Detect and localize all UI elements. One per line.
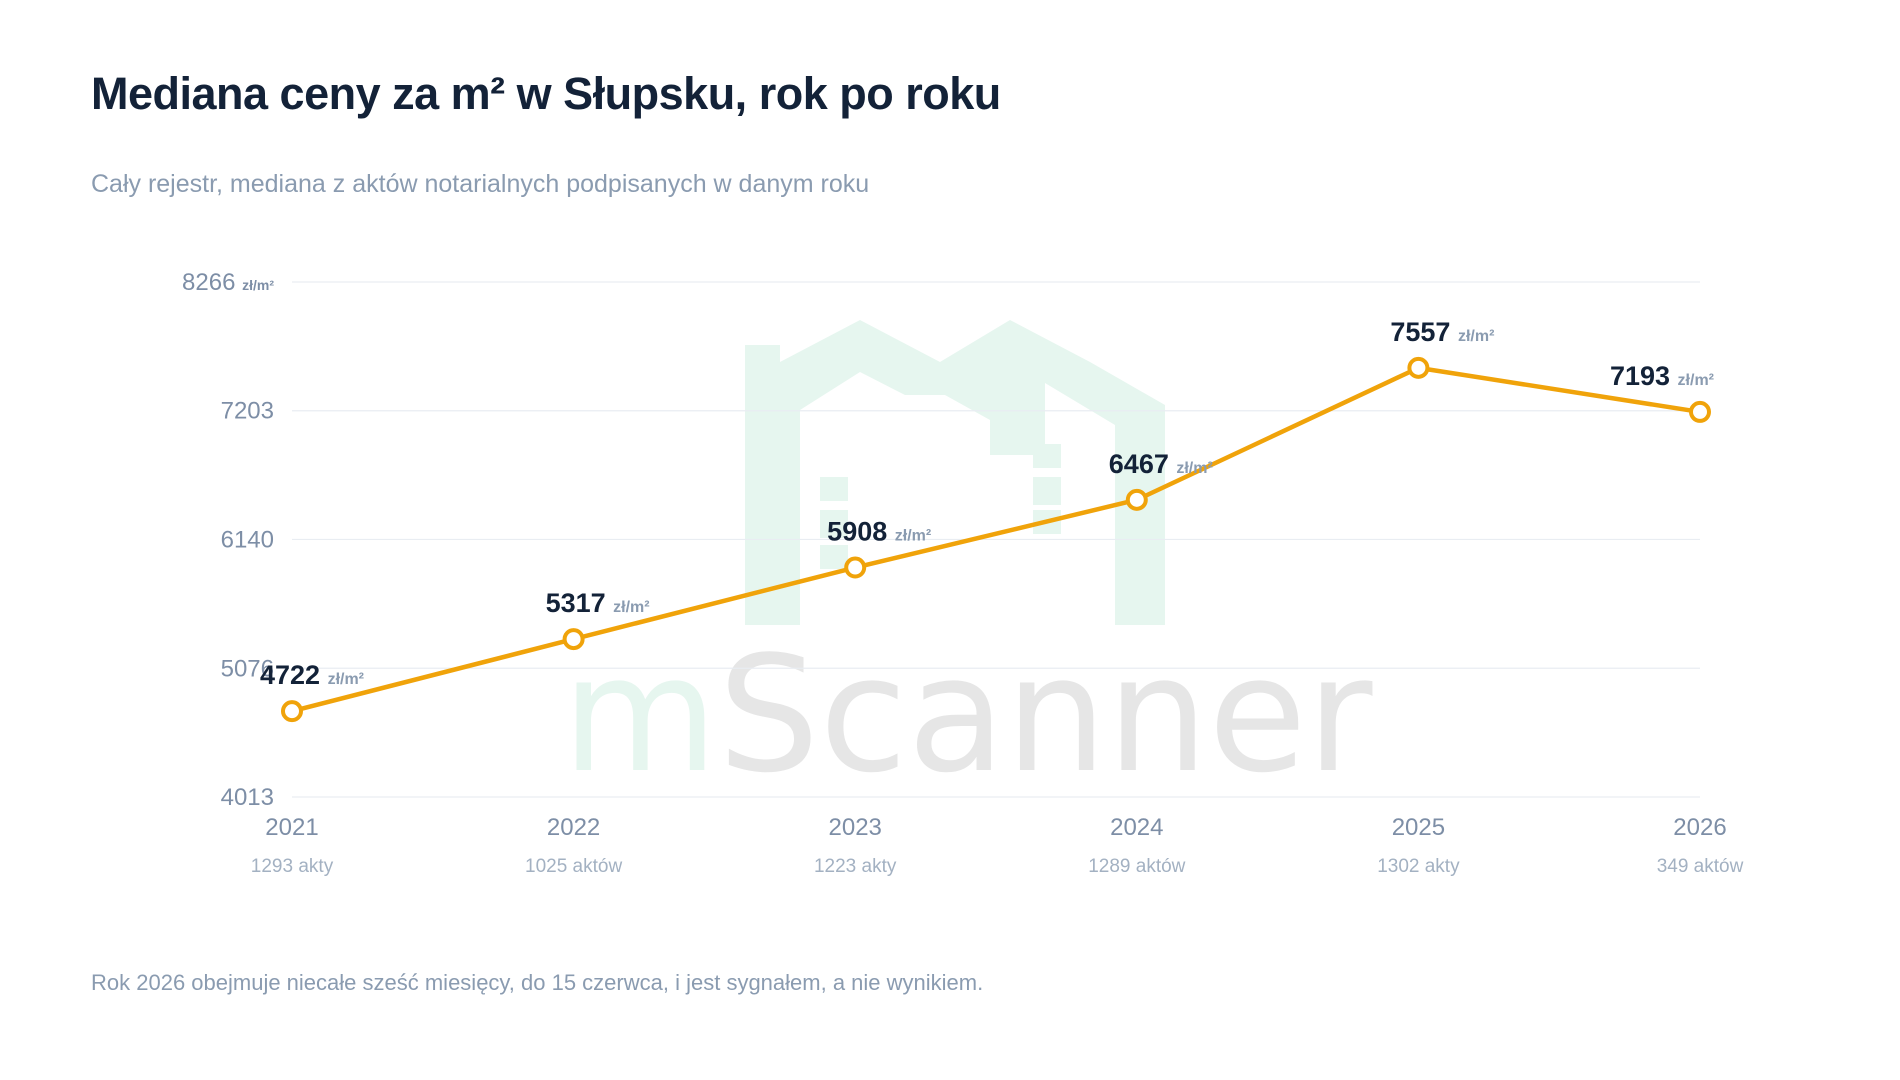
x-tick-label: 2023 bbox=[829, 814, 882, 841]
x-tick-label: 2021 bbox=[265, 814, 318, 841]
data-label: 4722 zł/m² bbox=[260, 660, 364, 690]
grid-lines bbox=[292, 281, 1700, 798]
y-tick-label: 5076 bbox=[221, 655, 274, 682]
x-tick-sublabel: 1293 akty bbox=[251, 856, 334, 877]
data-label-value: 7557 bbox=[1390, 317, 1458, 347]
x-tick-label: 2022 bbox=[547, 814, 600, 841]
x-tick-sublabel: 1025 aktów bbox=[525, 856, 622, 877]
x-tick-sublabel: 1302 akty bbox=[1377, 856, 1460, 877]
watermark-wordmark: mScanner bbox=[562, 621, 1373, 808]
data-label-unit: zł/m² bbox=[1458, 328, 1494, 345]
watermark-scanner: Scanner bbox=[718, 621, 1373, 808]
x-axis: 2021 1293 akty 2022 1025 aktów 2023 1223 akty… bbox=[251, 814, 1744, 877]
watermark-m: m bbox=[562, 621, 718, 808]
data-label-value: 5908 bbox=[827, 517, 895, 547]
series-line bbox=[289, 365, 1703, 714]
x-tick-label: 2025 bbox=[1392, 814, 1445, 841]
y-tick-label: 7203 bbox=[221, 398, 274, 425]
x-tick-sublabel: 349 aktów bbox=[1657, 856, 1744, 877]
data-label: 7557 zł/m² bbox=[1390, 317, 1494, 347]
data-label-unit: zł/m² bbox=[1678, 372, 1714, 389]
data-label: 5317 zł/m² bbox=[546, 588, 650, 618]
y-tick-label: 8266 zł/m² bbox=[182, 269, 274, 296]
data-point bbox=[1125, 488, 1148, 511]
data-label: 6467 zł/m² bbox=[1109, 449, 1213, 479]
house-logo-icon bbox=[745, 320, 1165, 625]
page-title: Mediana ceny za m² w Słupsku, rok po rok… bbox=[91, 68, 1001, 119]
logo-window-icon bbox=[820, 477, 848, 501]
data-label-unit: zł/m² bbox=[895, 528, 931, 545]
y-tick-label: 6140 bbox=[221, 526, 274, 553]
y-tick-unit: zł/m² bbox=[242, 277, 274, 293]
logo-window-icon bbox=[1033, 477, 1061, 505]
logo-window-icon bbox=[820, 510, 848, 538]
y-tick-label: 4013 bbox=[221, 784, 274, 811]
data-point bbox=[1689, 400, 1711, 423]
x-tick-label: 2024 bbox=[1110, 814, 1163, 841]
logo-window-icon bbox=[1033, 444, 1061, 468]
y-axis: 4013 5076 6140 7203 8266 zł/m² bbox=[182, 269, 274, 811]
logo-window-icon bbox=[820, 545, 848, 569]
y-tick-value: 8266 bbox=[182, 269, 242, 296]
data-label-value: 7193 bbox=[1610, 361, 1678, 391]
x-tick-label: 2026 bbox=[1673, 814, 1726, 841]
x-tick-sublabel: 1289 aktów bbox=[1088, 856, 1185, 877]
series-median-price bbox=[281, 356, 1711, 723]
data-point bbox=[1407, 356, 1430, 379]
page-subtitle: Cały rejestr, mediana z aktów notarialny… bbox=[91, 170, 870, 198]
data-point bbox=[281, 700, 303, 723]
data-label-unit: zł/m² bbox=[613, 599, 649, 616]
data-label-unit: zł/m² bbox=[328, 671, 364, 688]
data-label-value: 4722 bbox=[260, 660, 328, 690]
data-label: 5908 zł/m² bbox=[827, 517, 931, 547]
data-point bbox=[562, 628, 585, 651]
data-point bbox=[844, 556, 867, 579]
data-label-unit: zł/m² bbox=[1176, 460, 1212, 477]
watermark-logo: mScanner bbox=[562, 320, 1373, 808]
data-label: 7193 zł/m² bbox=[1610, 361, 1714, 391]
data-label-value: 6467 bbox=[1109, 449, 1177, 479]
footnote: Rok 2026 obejmuje niecałe sześć miesięcy… bbox=[91, 970, 984, 995]
data-label-value: 5317 bbox=[546, 588, 614, 618]
x-tick-sublabel: 1223 akty bbox=[814, 856, 897, 877]
